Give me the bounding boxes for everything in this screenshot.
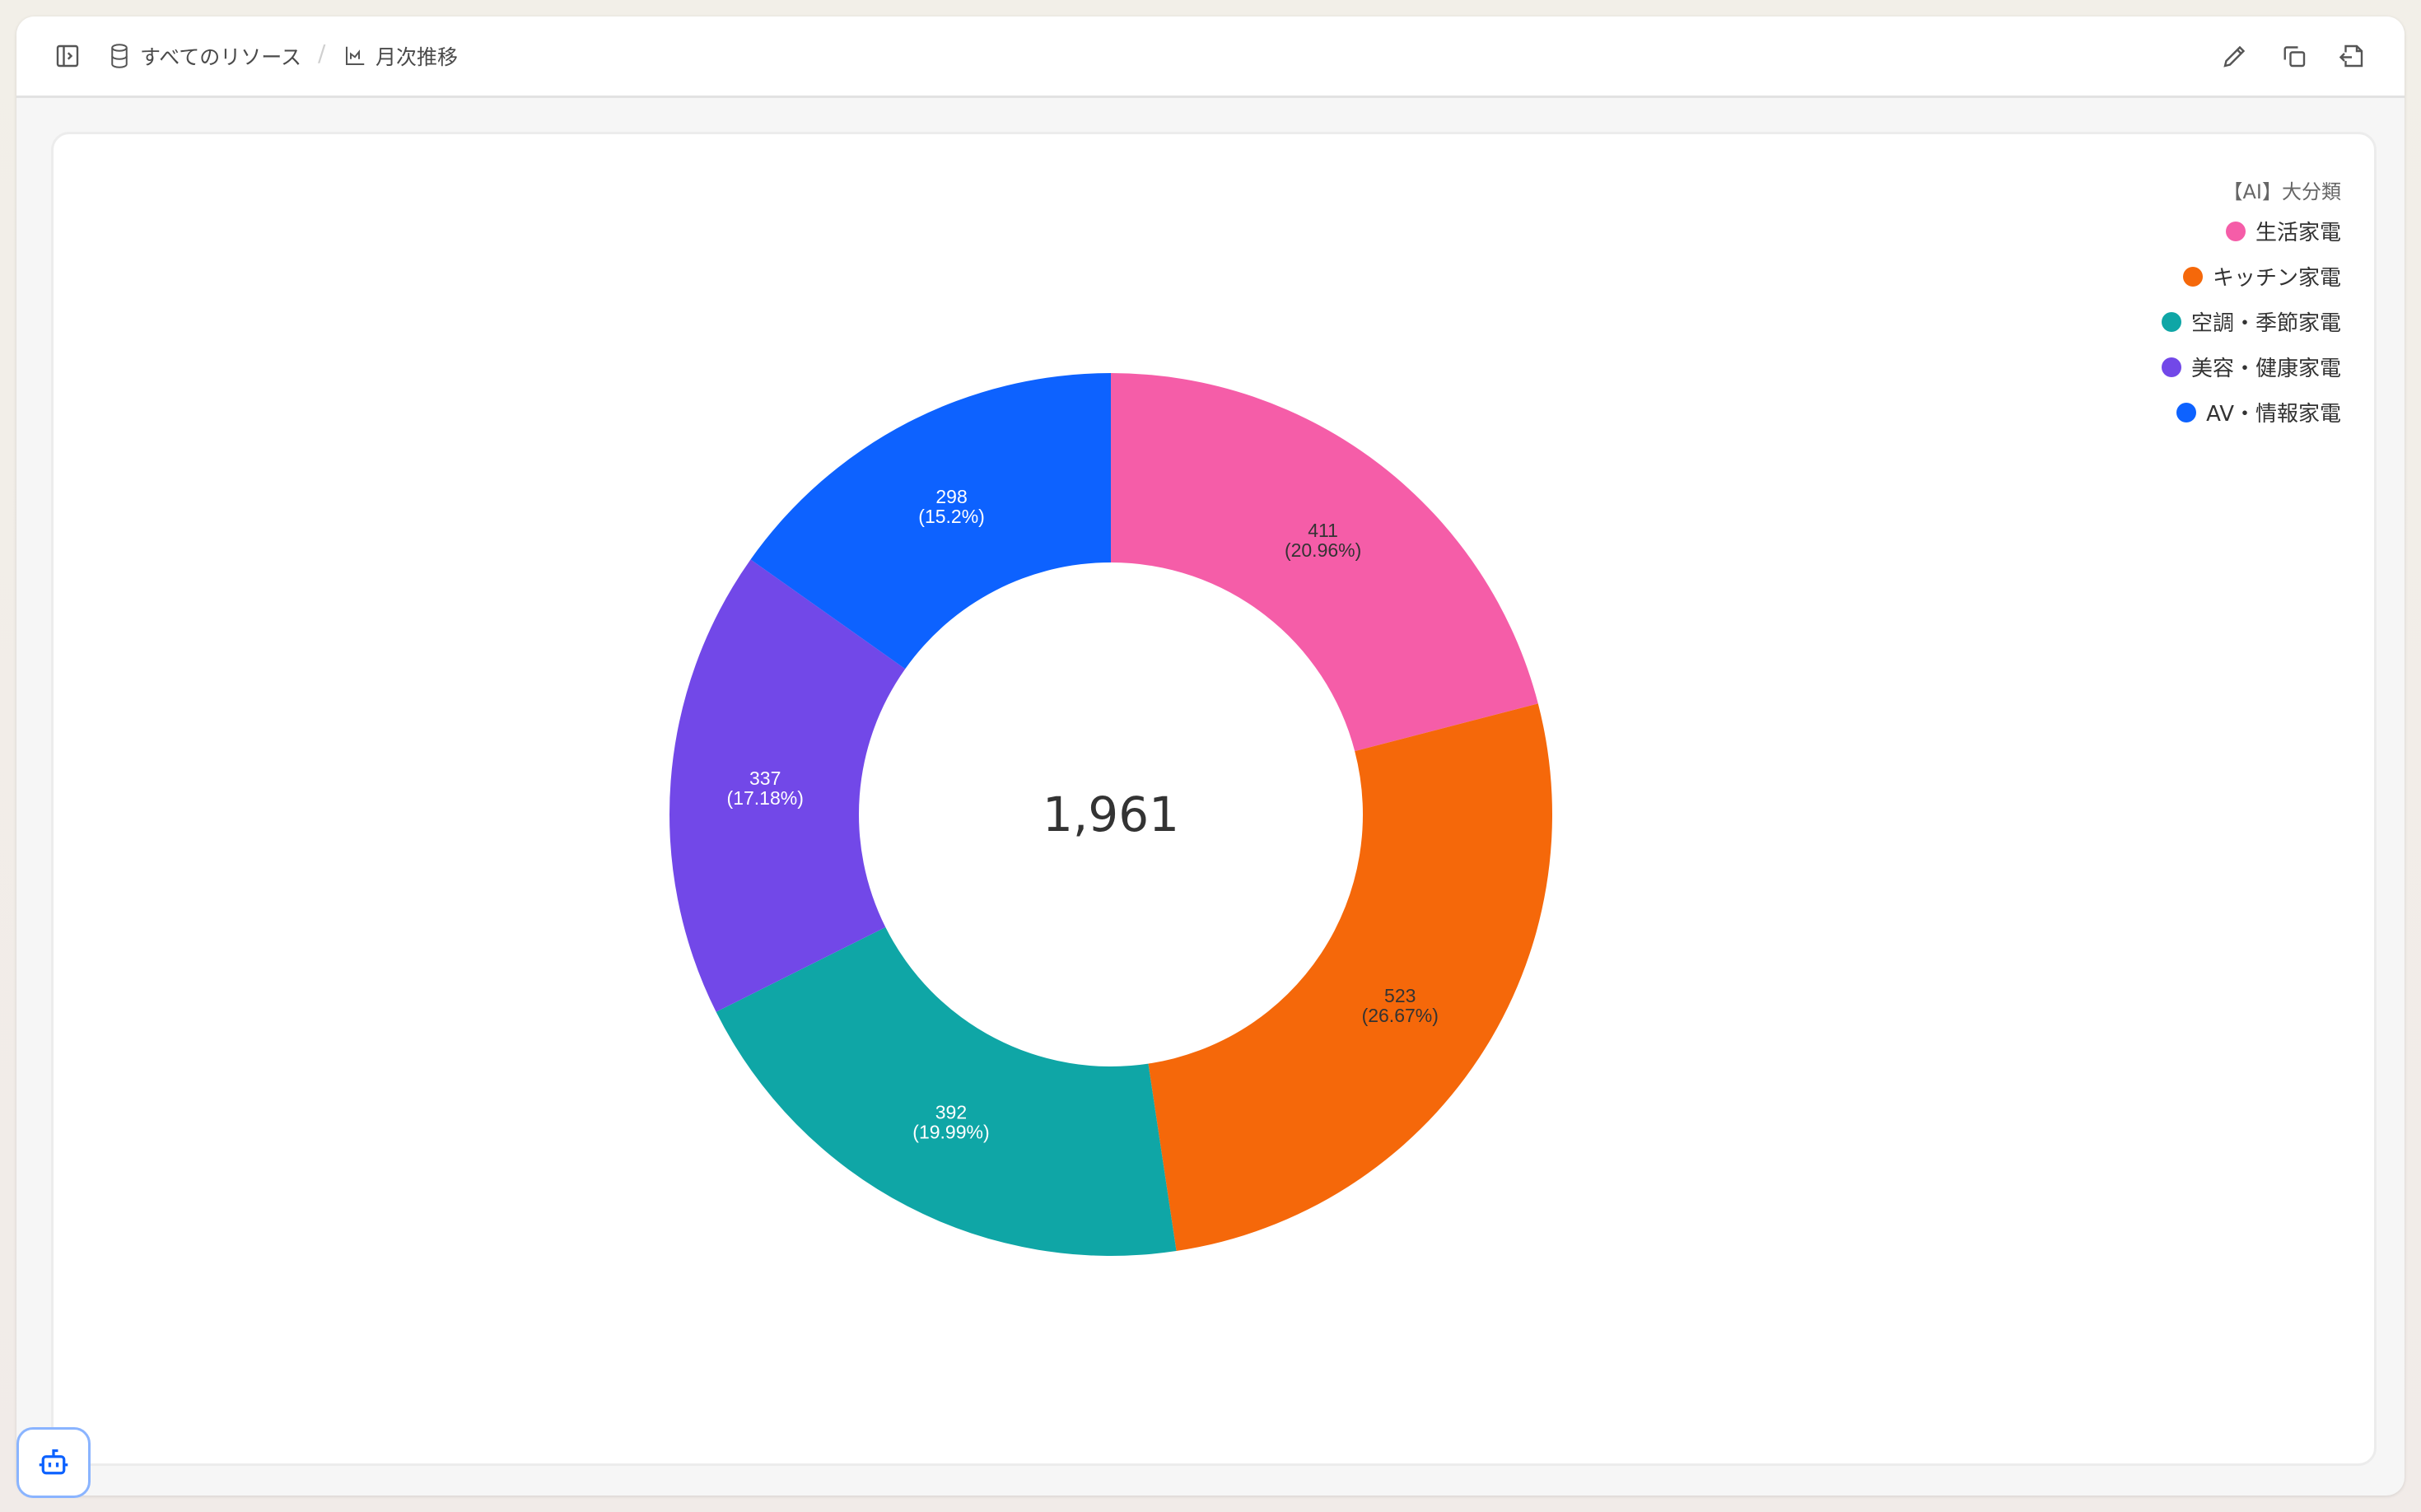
header-bar: すべてのリソース / 月次推移	[16, 16, 2405, 98]
legend-item[interactable]: AV・情報家電	[2162, 390, 2341, 435]
breadcrumb-current[interactable]: 月次推移	[343, 40, 458, 72]
legend-item[interactable]: 生活家電	[2162, 208, 2341, 254]
slice-value-label: 337	[749, 768, 781, 789]
slice-percent-label: (19.99%)	[912, 1122, 989, 1143]
breadcrumb-current-label: 月次推移	[376, 45, 459, 69]
donut-slice[interactable]	[716, 926, 1177, 1257]
slice-value-label: 298	[935, 486, 967, 507]
slice-percent-label: (20.96%)	[1285, 539, 1361, 561]
legend-item[interactable]: キッチン家電	[2162, 254, 2341, 299]
slice-percent-label: (15.2%)	[918, 506, 985, 527]
legend-title: 【AI】大分類	[2223, 180, 2342, 203]
legend-dot-icon	[2176, 402, 2197, 422]
legend-dot-icon	[2225, 221, 2246, 241]
legend-label: 生活家電	[2255, 221, 2341, 245]
breadcrumb-root[interactable]: すべてのリソース	[107, 40, 301, 72]
legend-label: 美容・健康家電	[2190, 357, 2341, 381]
legend-item[interactable]: 空調・季節家電	[2161, 299, 2341, 344]
legend-item[interactable]: 美容・健康家電	[2161, 344, 2341, 390]
donut-slice[interactable]	[1111, 373, 1538, 752]
app-window: すべてのリソース / 月次推移 411 (20.96%) 523 (26.67%) 39…	[16, 16, 2405, 1496]
donut-total-label: 1,961	[1043, 786, 1179, 842]
slice-value-label: 411	[1308, 520, 1338, 541]
chart-card: 411 (20.96%) 523 (26.67%) 392 (19.99%) 337 (17.…	[51, 132, 2377, 1466]
assistant-button[interactable]	[16, 1427, 91, 1498]
slice-percent-label: (26.67%)	[1362, 1005, 1439, 1026]
donut-slice[interactable]	[669, 559, 906, 1012]
database-icon	[111, 44, 128, 68]
export-icon[interactable]	[2337, 41, 2367, 71]
breadcrumb-separator: /	[318, 40, 326, 67]
donut-chart: 411(20.96%) 523(26.67%) 392(19.99%) 337(17.…	[669, 373, 1552, 1257]
slice-value-label: 392	[935, 1102, 967, 1123]
copy-icon[interactable]	[2279, 41, 2309, 71]
slice-percent-label: (17.18%)	[727, 787, 804, 809]
donut-slice[interactable]	[1148, 703, 1552, 1252]
pencil-icon[interactable]	[2220, 41, 2250, 71]
legend-label: キッチン家電	[2212, 266, 2341, 291]
legend-label: AV・情報家電	[2206, 402, 2341, 427]
breadcrumb-root-label: すべてのリソース	[140, 45, 302, 69]
legend-dot-icon	[2161, 311, 2181, 332]
robot-icon	[39, 1449, 68, 1475]
line-chart-icon	[346, 46, 365, 65]
slice-value-label: 523	[1384, 985, 1416, 1006]
sidebar-toggle-icon[interactable]	[53, 41, 82, 71]
legend-dot-icon	[2182, 266, 2203, 287]
donut-slice[interactable]	[750, 373, 1111, 670]
legend-label: 空調・季節家電	[2190, 311, 2341, 336]
chart-legend: 【AI】大分類 生活家電キッチン家電空調・季節家電 美容・健康家電 AV・情報家電	[2161, 175, 2342, 435]
legend-dot-icon	[2161, 357, 2181, 377]
